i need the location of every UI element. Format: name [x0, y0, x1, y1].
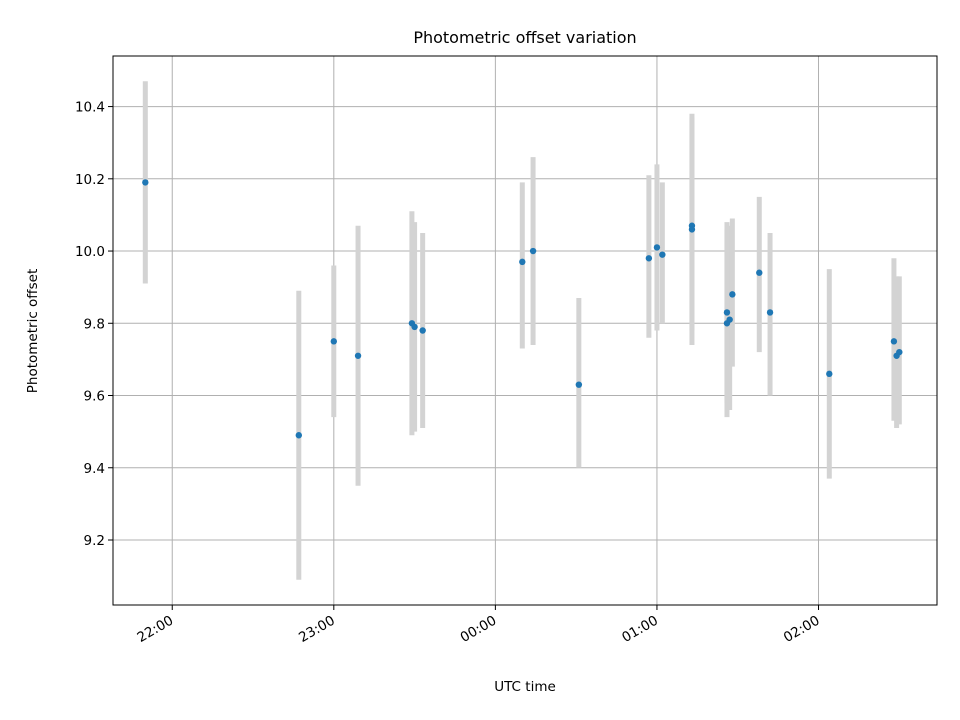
data-point — [756, 269, 763, 276]
data-point — [729, 291, 736, 298]
data-point — [411, 323, 418, 331]
y-tick-label: 10.0 — [75, 244, 105, 260]
data-point — [659, 251, 666, 258]
data-point — [688, 226, 696, 233]
y-tick-label: 10.2 — [75, 172, 105, 188]
data-point — [645, 255, 653, 262]
y-tick-label: 9.4 — [84, 461, 105, 477]
y-axis-ticks: 9.2 9.4 9.6 9.8 10.0 10.2 10.4 — [75, 100, 113, 549]
y-tick-label: 10.4 — [75, 100, 105, 116]
data-point — [723, 309, 731, 316]
y-tick-label: 9.8 — [84, 316, 105, 332]
data-point — [354, 352, 362, 359]
plot-frame — [112, 55, 938, 606]
data-point — [766, 309, 774, 316]
data-point — [330, 338, 338, 345]
data-point — [419, 327, 426, 334]
chart-title: Photometric offset variation — [413, 28, 636, 47]
data-point — [826, 370, 833, 378]
x-axis-label: UTC time — [494, 679, 556, 695]
data-point — [519, 258, 526, 266]
data-point — [142, 179, 149, 186]
data-point — [726, 316, 733, 323]
data-points — [142, 179, 903, 439]
y-axis-label: Photometric offset — [25, 269, 41, 393]
data-point — [575, 381, 583, 388]
y-tick-label: 9.6 — [84, 389, 105, 405]
data-point — [653, 244, 661, 251]
data-point — [890, 338, 898, 345]
data-point — [896, 348, 903, 356]
data-point — [295, 432, 303, 439]
data-point — [529, 247, 537, 255]
y-tick-label: 9.2 — [84, 533, 105, 549]
